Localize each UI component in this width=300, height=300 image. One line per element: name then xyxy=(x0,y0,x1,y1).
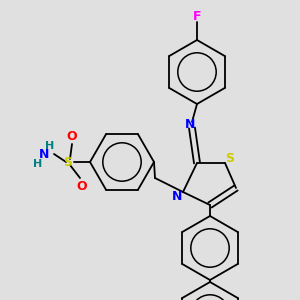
Text: S: S xyxy=(226,152,235,164)
Text: H: H xyxy=(33,159,43,169)
Text: O: O xyxy=(67,130,77,142)
Text: S: S xyxy=(64,155,73,169)
Text: N: N xyxy=(39,148,49,160)
Text: F: F xyxy=(193,10,201,22)
Text: N: N xyxy=(185,118,195,131)
Text: N: N xyxy=(172,190,182,202)
Text: H: H xyxy=(45,141,55,151)
Text: O: O xyxy=(77,179,87,193)
